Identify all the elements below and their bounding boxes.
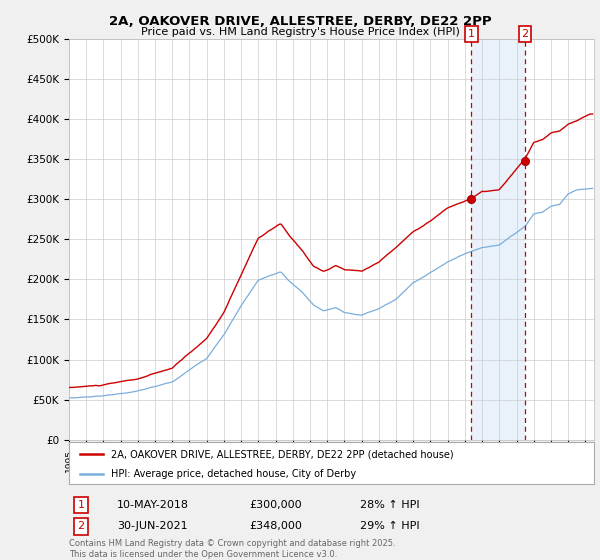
Text: 10-MAY-2018: 10-MAY-2018 <box>117 500 189 510</box>
Text: £300,000: £300,000 <box>249 500 302 510</box>
Text: £348,000: £348,000 <box>249 521 302 531</box>
Text: 30-JUN-2021: 30-JUN-2021 <box>117 521 188 531</box>
Text: 28% ↑ HPI: 28% ↑ HPI <box>360 500 419 510</box>
Text: Contains HM Land Registry data © Crown copyright and database right 2025.
This d: Contains HM Land Registry data © Crown c… <box>69 539 395 559</box>
Text: 2: 2 <box>521 29 529 39</box>
Text: 2: 2 <box>77 521 85 531</box>
Text: 29% ↑ HPI: 29% ↑ HPI <box>360 521 419 531</box>
Text: 2A, OAKOVER DRIVE, ALLESTREE, DERBY, DE22 2PP (detached house): 2A, OAKOVER DRIVE, ALLESTREE, DERBY, DE2… <box>111 449 454 459</box>
Text: HPI: Average price, detached house, City of Derby: HPI: Average price, detached house, City… <box>111 469 356 479</box>
Text: 1: 1 <box>468 29 475 39</box>
Text: Price paid vs. HM Land Registry's House Price Index (HPI): Price paid vs. HM Land Registry's House … <box>140 27 460 37</box>
Text: 1: 1 <box>77 500 85 510</box>
Text: 2A, OAKOVER DRIVE, ALLESTREE, DERBY, DE22 2PP: 2A, OAKOVER DRIVE, ALLESTREE, DERBY, DE2… <box>109 15 491 27</box>
Bar <box>471 39 525 440</box>
